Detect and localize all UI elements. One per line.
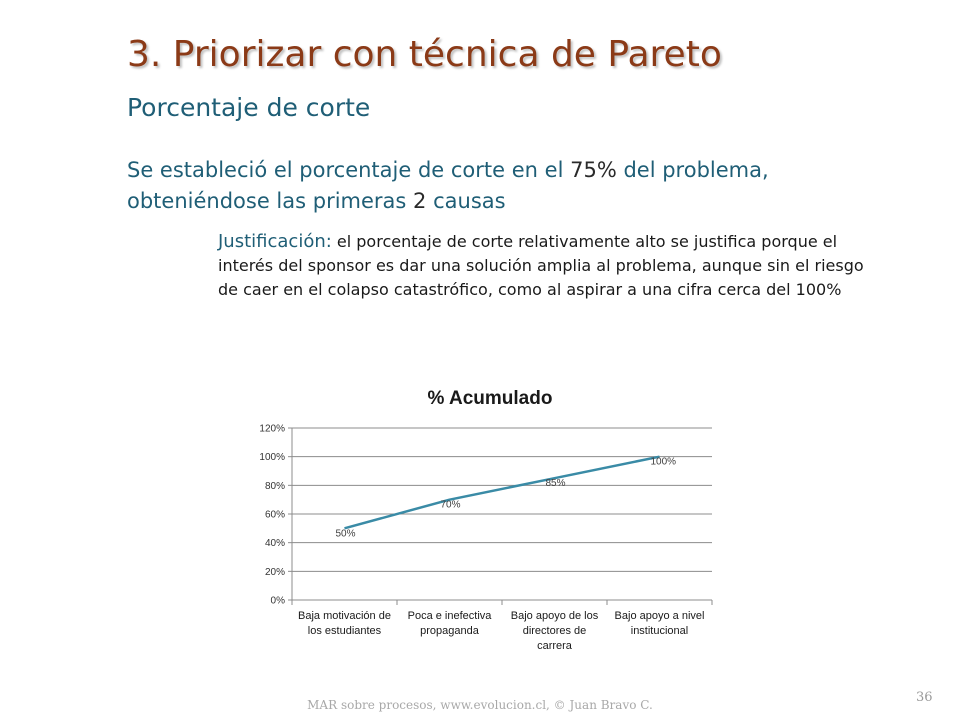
data-label: 70% <box>441 500 461 511</box>
x-tick-label-line: carrera <box>537 640 573 652</box>
main-statement-part2: del problema, obteniéndose las primeras <box>127 158 769 213</box>
series-line <box>344 455 660 530</box>
x-tick-label-line: Bajo apoyo de los <box>511 610 599 622</box>
x-axis-ticks: Baja motivación de los estudiantes Poca e … <box>291 600 713 652</box>
chart-gridlines <box>292 427 712 601</box>
y-tick-label: 80% <box>265 481 285 492</box>
x-tick-label: Bajo apoyo de los directores de carrera <box>511 610 599 652</box>
x-tick-label: Bajo apoyo a nivel institucional <box>615 610 705 637</box>
series-cumulative <box>344 455 660 530</box>
main-statement-part3: causas <box>426 189 506 213</box>
slide-title: 3. Priorizar con técnica de Pareto <box>127 34 722 75</box>
main-statement: Se estableció el porcentaje de corte en … <box>127 155 867 217</box>
cumulative-percentage-chart: % Acumulado 0% 20% 40% 60% 80% 100% 120% Baja … <box>259 388 713 652</box>
data-label: 50% <box>336 528 356 539</box>
y-tick-label: 0% <box>271 596 286 607</box>
x-tick-label-line: propaganda <box>420 625 480 637</box>
y-tick-label: 60% <box>265 510 285 521</box>
main-statement-part1: Se estableció el porcentaje de corte en … <box>127 158 571 182</box>
x-tick-label-line: los estudiantes <box>308 625 382 637</box>
justification-text: el porcentaje de corte relativamente alt… <box>218 232 864 299</box>
chart-title: % Acumulado <box>428 388 553 409</box>
page-number: 36 <box>916 690 933 705</box>
footer-credit: MAR sobre procesos, www.evolucion.cl, © … <box>307 698 653 712</box>
y-axis-ticks: 0% 20% 40% 60% 80% 100% 120% <box>259 424 292 607</box>
x-tick-label-line: directores de <box>523 625 587 637</box>
x-tick-label-line: Poca e inefectiva <box>408 610 493 622</box>
y-tick-label: 100% <box>259 452 285 463</box>
justification-label: Justificación: <box>218 231 332 252</box>
y-tick-label: 40% <box>265 538 285 549</box>
x-tick-label: Baja motivación de los estudiantes <box>298 610 391 637</box>
x-tick-label-line: institucional <box>631 625 688 637</box>
y-tick-label: 120% <box>259 424 285 435</box>
data-labels: 50% 70% 85% 100% <box>336 457 677 540</box>
justification: Justificación: el porcentaje de corte re… <box>218 230 878 302</box>
slide-subtitle: Porcentaje de corte <box>127 93 371 122</box>
x-tick-label: Poca e inefectiva propaganda <box>408 610 493 637</box>
data-label: 85% <box>546 478 566 489</box>
cutoff-percentage: 75% <box>570 158 617 182</box>
x-tick-label-line: Baja motivación de <box>298 610 391 622</box>
data-label: 100% <box>651 457 677 468</box>
x-tick-label-line: Bajo apoyo a nivel <box>615 610 705 622</box>
y-tick-label: 20% <box>265 567 285 578</box>
cause-count: 2 <box>413 189 427 213</box>
